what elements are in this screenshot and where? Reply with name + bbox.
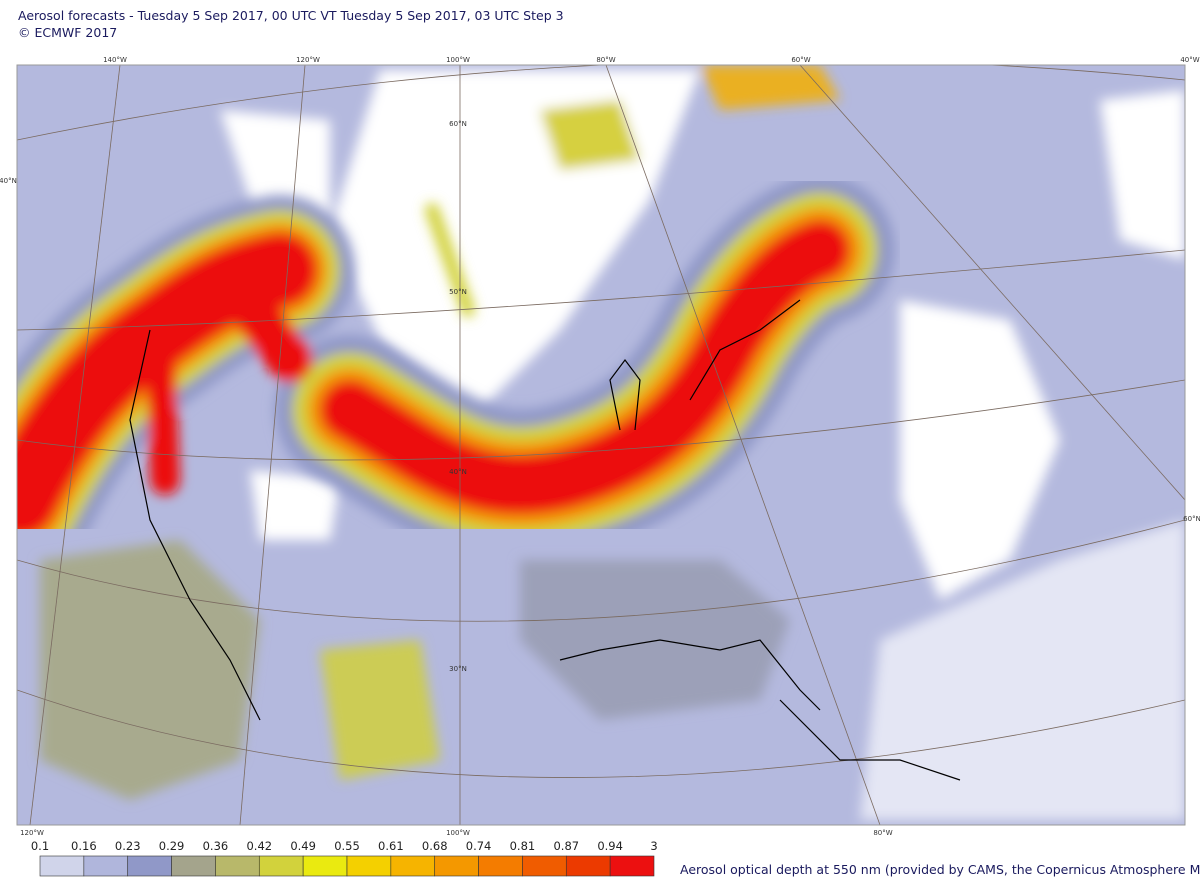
coordinate-label: 80°W — [596, 56, 615, 64]
coordinate-label: 80°W — [873, 829, 892, 837]
colorbar-swatch — [215, 855, 260, 877]
colorbar-swatch — [609, 855, 655, 877]
colorbar-swatch — [39, 855, 85, 877]
coordinate-label: 100°W — [446, 56, 470, 64]
coordinate-label: 40°N — [449, 468, 467, 476]
coordinate-label: 40°W — [1180, 56, 1199, 64]
coastlines — [129, 299, 961, 781]
coordinate-label: 60°N — [1183, 515, 1200, 523]
map-frame — [16, 64, 1186, 826]
colorbar-swatch — [302, 855, 348, 877]
coordinate-label: 60°W — [791, 56, 810, 64]
colorbar-label: 0.29 — [159, 839, 185, 853]
copyright: © ECMWF 2017 — [18, 25, 117, 40]
colorbar-label: 0.81 — [510, 839, 536, 853]
colorbar-swatch — [565, 855, 611, 877]
colorbar-label: 0.74 — [466, 839, 492, 853]
colorbar-label: 0.1 — [31, 839, 49, 853]
colorbar-label: 0.36 — [203, 839, 229, 853]
colorbar-label: 0.16 — [71, 839, 97, 853]
coordinate-label: 120°W — [20, 829, 44, 837]
colorbar-label: 0.94 — [597, 839, 623, 853]
colorbar-label: 0.68 — [422, 839, 448, 853]
aerosol-field — [40, 65, 1185, 820]
colorbar-swatch — [83, 855, 129, 877]
colorbar-swatch — [171, 855, 216, 877]
colorbar-swatch — [258, 855, 304, 877]
colorbar: 0.1 0.16 0.23 0.29 0.36 0.42 0.49 0.55 0.61 0.68 0… — [31, 839, 658, 877]
colorbar-label: 0.55 — [334, 839, 360, 853]
colorbar-swatch — [127, 855, 172, 877]
coordinate-label: 140°W — [103, 56, 127, 64]
coordinate-label: 120°W — [296, 56, 320, 64]
colorbar-swatch — [390, 855, 436, 877]
map — [17, 65, 1185, 825]
coordinate-label: 100°W — [446, 829, 470, 837]
graticule — [17, 65, 1185, 825]
colorbar-label: 0.42 — [246, 839, 272, 853]
colorbar-label: 0.61 — [378, 839, 404, 853]
colorbar-swatch — [346, 855, 392, 877]
coordinate-label: 40°N — [0, 177, 17, 185]
title: Aerosol forecasts - Tuesday 5 Sep 2017, … — [18, 8, 564, 23]
colorbar-label: 0.49 — [290, 839, 316, 853]
coordinate-label: 50°N — [449, 288, 467, 296]
colorbar-swatch — [522, 855, 567, 877]
colorbar-caption: Aerosol optical depth at 550 nm (provide… — [680, 862, 1200, 877]
colorbar-label: 0.87 — [553, 839, 579, 853]
coordinate-label: 30°N — [449, 665, 467, 673]
geo-labels: 140°W 120°W 100°W 80°W 60°W 40°W 40°N 60°N 60°N 5… — [0, 56, 1200, 837]
colorbar-label: 3 — [650, 839, 657, 853]
colorbar-swatch — [478, 855, 523, 877]
colorbar-swatch — [434, 855, 479, 877]
coordinate-label: 60°N — [449, 120, 467, 128]
colorbar-label: 0.23 — [115, 839, 141, 853]
